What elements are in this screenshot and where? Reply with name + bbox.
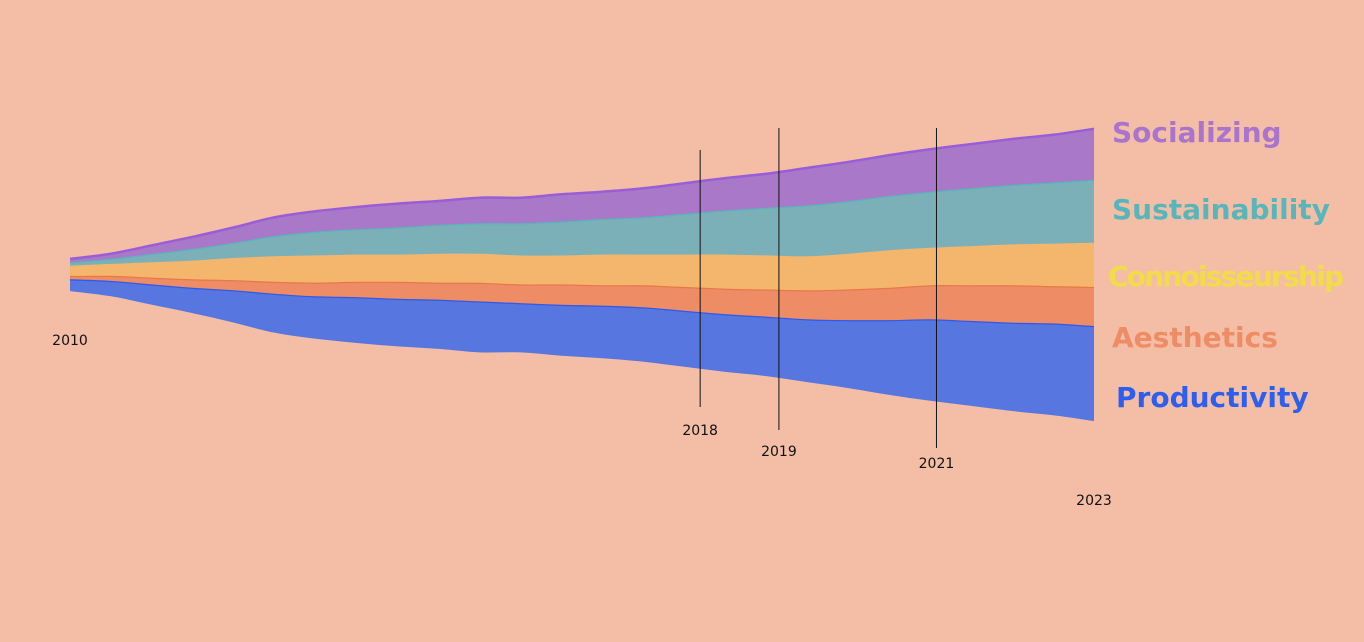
year-label-2018: 2018 (682, 423, 718, 439)
legend-socializing: Socializing (1112, 116, 1282, 149)
stream-layers (69, 127, 1095, 422)
stream-layer-socializing (70, 128, 1094, 263)
year-label-2021: 2021 (919, 456, 955, 472)
legend-productivity: Productivity (1116, 381, 1309, 414)
year-markers: 2010 2018 2019 2021 2023 (52, 128, 1112, 509)
stream-edge-productivity (69, 278, 1095, 328)
stream-edge-socializing (69, 127, 1095, 261)
legend-sustainability: Sustainability (1112, 193, 1330, 226)
year-label-2023: 2023 (1076, 493, 1112, 509)
stream-layer-aesthetics (70, 275, 1094, 326)
legend-aesthetics: Aesthetics (1112, 321, 1278, 354)
legend-connoisseurship: Connoisseurship (1108, 260, 1344, 293)
stream-layer-sustainability (70, 179, 1094, 266)
year-label-2019: 2019 (761, 444, 797, 460)
stream-layer-productivity (70, 279, 1094, 422)
legend: Socializing Sustainability Connoisseurship… (1108, 116, 1344, 414)
year-label-2010: 2010 (52, 333, 88, 349)
